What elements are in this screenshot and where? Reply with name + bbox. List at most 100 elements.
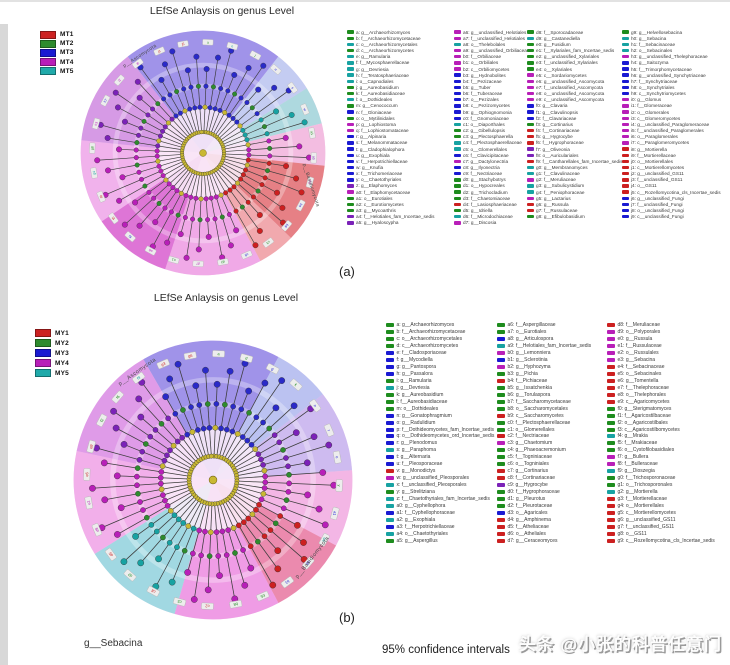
legend-label: e0: g__Fusidium [536, 41, 571, 47]
legend-swatch [454, 122, 461, 127]
taxon-node [164, 503, 171, 509]
taxon-node [222, 110, 228, 116]
taxon-tag-key: g [271, 366, 275, 371]
legend-entry: g8: g__Efibulobasidium [527, 214, 622, 220]
legend-entry: e6: g__unclassified_Ascomycota [527, 78, 622, 84]
legend-swatch [454, 141, 461, 145]
taxon-tag-box [302, 556, 315, 570]
legend-entry: c8: f__Cortinariaceae [497, 475, 607, 482]
legend-label: a5: g__Hyaloscypha [356, 220, 399, 226]
taxon-node [198, 552, 204, 559]
legend-swatch [347, 178, 354, 182]
branch-line [187, 70, 200, 133]
branch-line [220, 164, 283, 209]
legend-column: a6: f__Aspergillaceae a7: o__Eurotiales a8… [497, 322, 607, 544]
branch-line [216, 503, 236, 599]
legend-entry: j9: c__unclassified_Fungi [622, 214, 729, 220]
legend-label: e1: f__Xylariales_fam_Incertae_sedis [536, 48, 615, 54]
legend-entry: g4: f__Peniophoraceae [527, 189, 622, 195]
taxon-tag: d2 [123, 569, 137, 582]
taxon-node [234, 119, 240, 125]
legend-label: i6: o__Paraglomerales [631, 134, 678, 140]
taxon-node [199, 129, 204, 135]
taxon-tag: d9 [91, 523, 103, 537]
legend-swatch [347, 208, 354, 213]
legend-entry: j4: o__GS11 [622, 183, 729, 189]
taxon-tag-key: s [290, 86, 294, 90]
legend-label: c4: g__Phaeoacremonium [507, 447, 566, 454]
legend-swatch [386, 365, 394, 370]
legend-entry: g5: g__Lactarius [527, 195, 622, 201]
legend-entry: f6: o__Cystofilobasidiales [607, 447, 730, 454]
branch-line [92, 481, 190, 489]
legend-label: c2: f__Nectriaceae [507, 433, 550, 440]
branch-line [96, 447, 191, 475]
taxon-node [298, 189, 305, 196]
taxon-node [233, 227, 240, 234]
taxon-node [204, 401, 211, 407]
taxon-tag-box [132, 371, 146, 384]
taxon-node [239, 204, 245, 210]
legend-label: f0: g__Clavaria [536, 103, 568, 109]
legend-swatch [607, 337, 615, 342]
legend-entry: f1: f__Agaricostilbaceae [607, 412, 730, 419]
legend-swatch [347, 128, 354, 133]
taxon-tag: k [289, 378, 303, 391]
legend-label: h8: o__Synchytriales [631, 84, 675, 90]
taxon-node [260, 419, 266, 426]
legend-entry: l: f__Aureobasidiaceae [386, 398, 497, 405]
legend-entry: d1: g__Pleurotus [497, 495, 607, 502]
taxon-node [135, 395, 143, 403]
taxon-tag-box [96, 190, 106, 203]
taxon-node [267, 153, 273, 159]
taxon-node [148, 522, 155, 528]
legend-swatch [622, 67, 629, 71]
legend-entry: j6: g__unclassified_Fungi [622, 195, 729, 201]
legend-swatch [497, 517, 505, 522]
taxon-node [245, 65, 252, 71]
legend-swatch [454, 159, 461, 164]
legend-label: d2: f__Pleurotaceae [507, 502, 553, 509]
branch-line [216, 371, 231, 457]
legend-label: i7: c__Paraglomeromycetes [631, 140, 690, 146]
legend-swatch [622, 55, 629, 59]
legend-swatch [454, 165, 461, 170]
legend-label: h2: o__Sebacinales [631, 48, 673, 54]
branch-line [113, 410, 194, 467]
legend-entry: a4: o__Chaetothyriales [386, 530, 497, 537]
taxon-tag-key: a [217, 351, 220, 356]
taxon-node [198, 196, 204, 202]
taxon-tag-key: c5 [176, 599, 182, 605]
taxon-tag: s [287, 82, 298, 94]
taxon-node [303, 459, 311, 467]
taxon-tag-key: e9 [88, 444, 94, 450]
legend-swatch [454, 61, 461, 65]
taxon-tag: w [300, 103, 310, 116]
legend-swatch [527, 184, 534, 188]
taxon-node [200, 425, 207, 432]
legend-label: g1: o__Trichosporonales [617, 482, 673, 489]
cladogram-sector [143, 340, 279, 480]
legend-entry: i1: f__Glomeraceae [622, 103, 729, 109]
legend-entry: a8: o__Thelebolales [454, 41, 527, 47]
legend-entry: e3: g__Sebacina [607, 357, 730, 364]
taxon-node [155, 555, 162, 563]
legend-swatch [347, 153, 354, 157]
legend-label: d1: o__Hypocreales [463, 183, 505, 189]
taxon-node [193, 53, 200, 60]
legend-swatch [622, 110, 629, 114]
legend-label: g1: f__Clavulinaceae [536, 171, 580, 177]
legend-entry: f4: f__Cortinariaceae [527, 128, 622, 134]
taxon-tag: d2 [217, 258, 229, 266]
taxon-node [158, 480, 164, 487]
taxon-node [134, 78, 141, 85]
legend-label: f2: o__Agaricostilbales [617, 419, 668, 426]
cladogram-a: a e j n s w a1 a5 b0 b4 b9 c3 c8 d2 d7 e1 e6 f0 f5 f9 g4 g8 h3… [80, 30, 326, 276]
legend-label: j3: f__unclassified_GS11 [631, 177, 683, 183]
taxon-tag-box [146, 585, 160, 597]
branch-line [230, 405, 295, 465]
legend-entry: g1: o__Trichosporonales [607, 482, 730, 489]
legend-label: a7: o__Eurotiales [507, 329, 547, 336]
legend-entry: e7: f__Thelephoraceae [607, 384, 730, 391]
legend-swatch [347, 30, 354, 34]
